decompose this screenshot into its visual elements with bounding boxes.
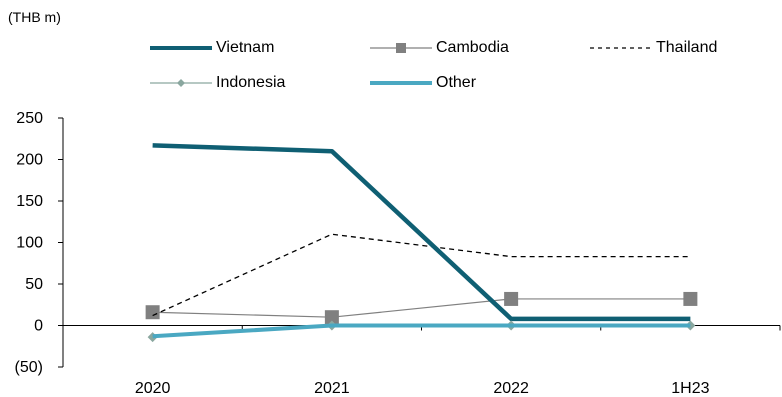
x-tick-label: 2021: [314, 380, 350, 397]
legend-item-thailand: Thailand: [590, 38, 717, 58]
legend-item-cambodia: Cambodia: [370, 38, 509, 58]
x-tick-label: 2022: [493, 380, 529, 397]
legend-swatch-indonesia: [150, 79, 212, 87]
legend-label-vietnam: Vietnam: [216, 39, 275, 56]
legend-item-other: Other: [370, 73, 476, 93]
y-tick-label: 50: [25, 276, 43, 293]
legend-label-cambodia: Cambodia: [436, 39, 509, 56]
legend-label-indonesia: Indonesia: [216, 74, 286, 91]
y-tick-label: 100: [16, 235, 43, 252]
legend-item-indonesia: Indonesia: [150, 73, 285, 93]
data-point-cambodia: [145, 305, 160, 320]
x-tick-label: 2020: [135, 380, 171, 397]
legend-swatch-cambodia: [370, 43, 432, 53]
series-line-cambodia: [152, 298, 691, 318]
y-tick-label: 250: [16, 110, 43, 127]
x-tick-label: 1H23: [671, 380, 709, 397]
data-point-cambodia: [504, 291, 519, 306]
legend-label-other: Other: [436, 74, 477, 91]
legend-swatch-other: [370, 81, 432, 85]
series-line-other: [152, 323, 691, 339]
y-tick-label: 200: [16, 152, 43, 169]
series-line-vietnam: [152, 143, 691, 322]
data-point-cambodia: [324, 310, 339, 325]
legend-item-vietnam: Vietnam: [150, 38, 274, 58]
legend-swatch-thailand: [590, 47, 652, 49]
y-tick-label: 0: [34, 318, 43, 335]
legend-swatch-vietnam: [150, 46, 212, 50]
series-line-thailand: [152, 233, 691, 317]
legend-label-thailand: Thailand: [656, 39, 718, 56]
y-tick-label: (50): [15, 359, 43, 376]
y-axis-unit-label: (THB m): [8, 9, 61, 25]
y-tick-label: 150: [16, 193, 43, 210]
data-point-cambodia: [683, 291, 698, 306]
